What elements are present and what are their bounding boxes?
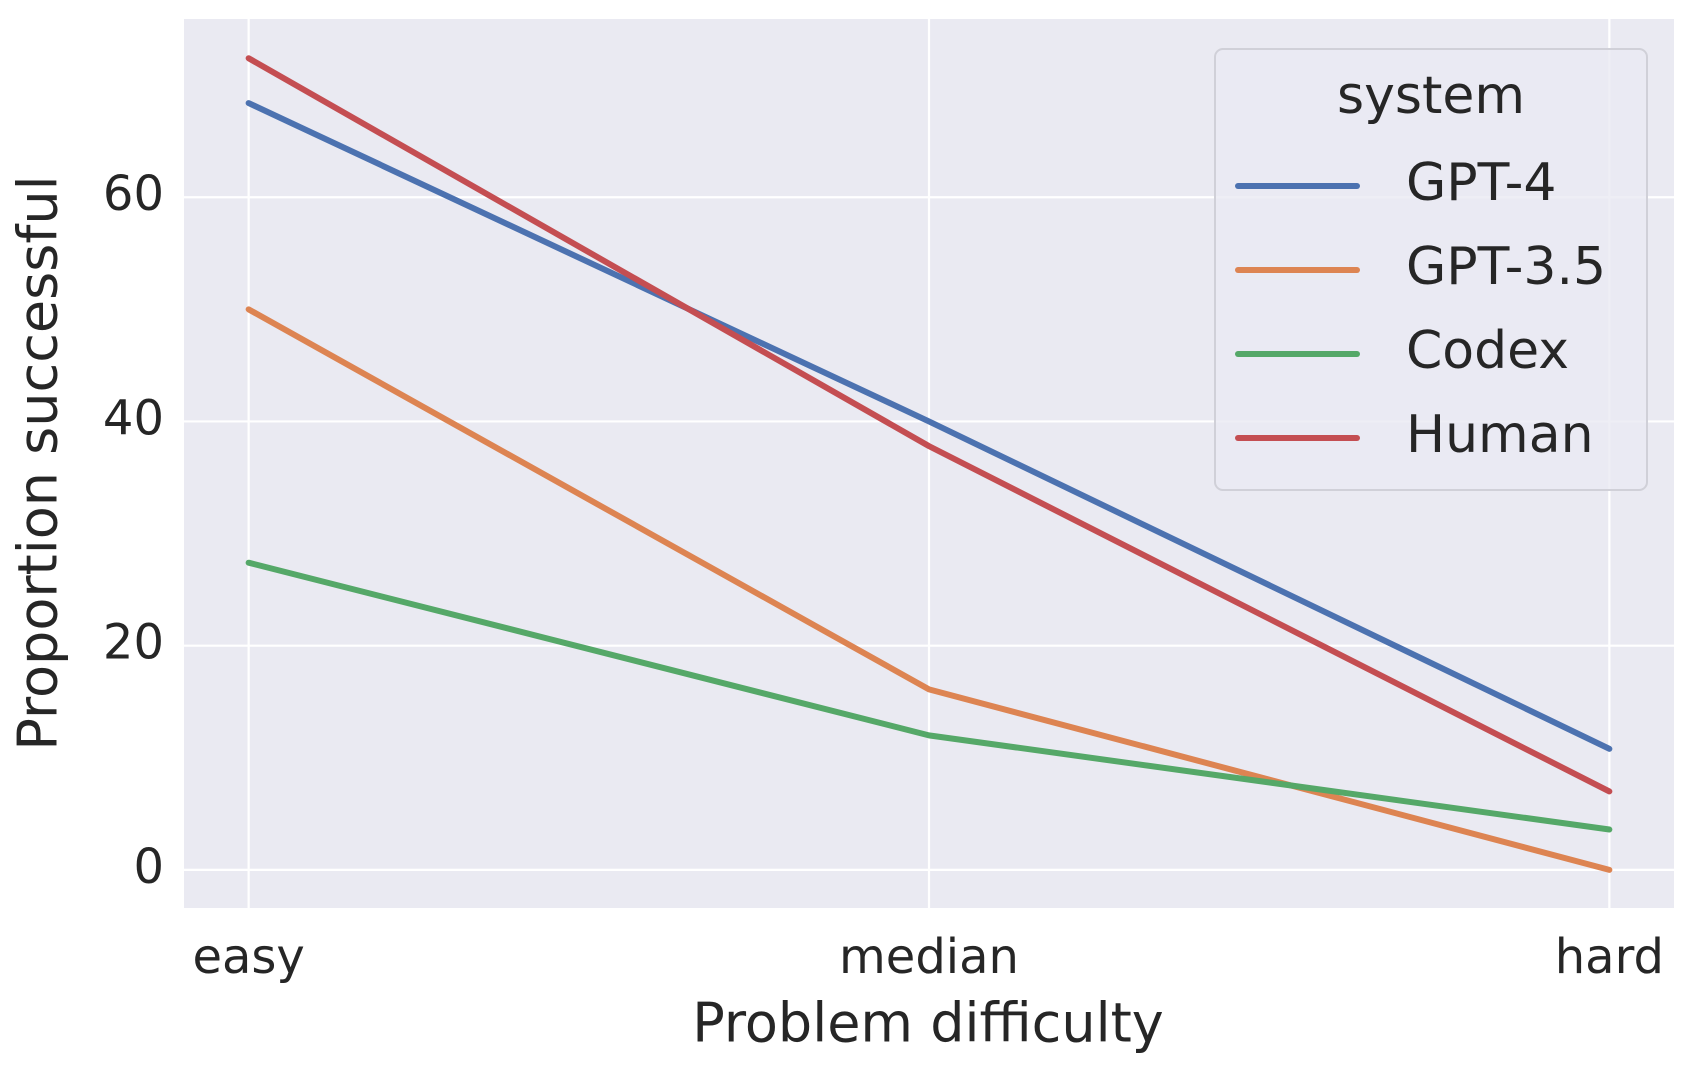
y-tick-label: 60 bbox=[103, 166, 164, 222]
legend-box bbox=[1214, 48, 1648, 491]
x-tick-label: hard bbox=[1555, 929, 1664, 985]
series-line bbox=[245, 100, 1613, 752]
legend: system GPT-4 GPT-3.5 Codex Human bbox=[1214, 48, 1648, 491]
legend-label: Human bbox=[1406, 405, 1594, 465]
labels: 0 20 40 60 easy median hard bbox=[103, 166, 1664, 985]
y-tick-label: 40 bbox=[103, 390, 164, 446]
y-tick-label: 0 bbox=[133, 839, 164, 895]
series-line bbox=[245, 306, 1613, 873]
y-tick-label: 20 bbox=[103, 615, 164, 671]
x-axis-label: Problem difficulty bbox=[692, 992, 1163, 1055]
series-line bbox=[245, 559, 1613, 833]
lines bbox=[245, 55, 1613, 873]
legend-label: GPT-4 bbox=[1406, 153, 1557, 213]
x-tick-label: easy bbox=[192, 929, 304, 985]
legend-label: Codex bbox=[1406, 321, 1569, 381]
legend-label: GPT-3.5 bbox=[1406, 237, 1606, 297]
series-line bbox=[245, 55, 1613, 795]
legend-title: system bbox=[1337, 66, 1525, 126]
x-tick-label: median bbox=[839, 929, 1019, 985]
y-axis-label: Proportion successful bbox=[7, 175, 70, 750]
